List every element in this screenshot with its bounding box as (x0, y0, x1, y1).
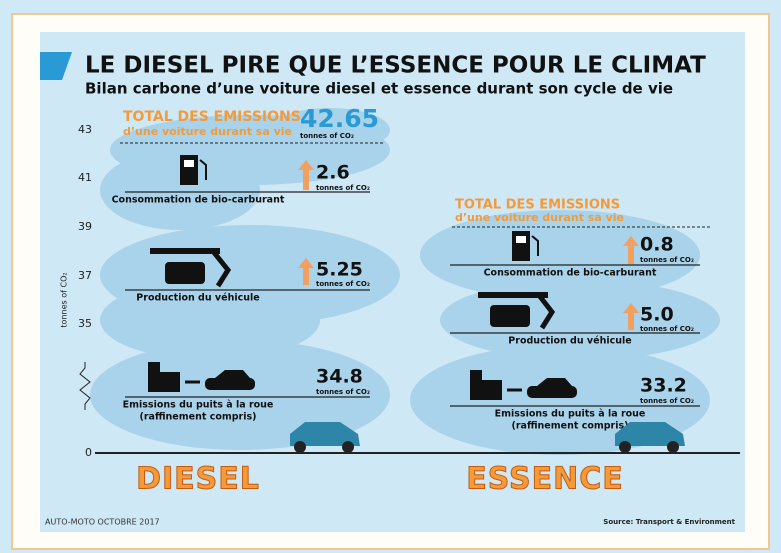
footer-credit: AUTO-MOTO OCTOBRE 2017 (45, 518, 160, 527)
value: 5.25 (316, 259, 363, 281)
value: 5.0 (640, 304, 674, 326)
item-label: Emissions du puits à la roue (123, 400, 274, 411)
column-name: ESSENCE (466, 462, 623, 497)
y-tick-label: 37 (78, 269, 92, 282)
item-label: Consommation de bio-carburant (484, 268, 657, 279)
infographic: LE DIESEL PIRE QUE L’ESSENCE POUR LE CLI… (0, 0, 781, 553)
total-sub: d’une voiture durant sa vie (123, 125, 292, 138)
item-label: Production du véhicule (136, 293, 259, 304)
y-tick-label: 35 (78, 317, 92, 330)
y-tick-label: 41 (78, 171, 92, 184)
total-sub: d’une voiture durant sa vie (455, 211, 624, 224)
title: LE DIESEL PIRE QUE L’ESSENCE POUR LE CLI… (85, 53, 706, 79)
item-label: (raffinement compris) (512, 421, 629, 432)
unit: tonnes of CO₂ (316, 184, 370, 192)
value: 2.6 (316, 162, 350, 184)
item-label: Emissions du puits à la roue (495, 409, 646, 420)
value: 34.8 (316, 366, 363, 388)
unit: tonnes of CO₂ (640, 397, 694, 405)
value: 0.8 (640, 234, 674, 256)
y-tick-label: 43 (78, 123, 92, 136)
y-tick-label: 39 (78, 220, 92, 233)
total-unit: tonnes of CO₂ (300, 132, 354, 140)
item-label: (raffinement compris) (140, 412, 257, 423)
total-label: TOTAL DES EMISSIONS (123, 109, 301, 125)
y-axis-title: tonnes of CO₂ (60, 272, 69, 327)
item-label: Consommation de bio-carburant (112, 195, 285, 206)
unit: tonnes of CO₂ (640, 325, 694, 333)
item-label: Production du véhicule (508, 336, 631, 347)
total-value: 42.65 (300, 104, 379, 133)
footer-source: Source: Transport & Environment (603, 518, 735, 526)
unit: tonnes of CO₂ (316, 280, 370, 288)
subtitle: Bilan carbone d’une voiture diesel et es… (85, 80, 673, 98)
unit: tonnes of CO₂ (316, 388, 370, 396)
value: 33.2 (640, 375, 687, 397)
y-tick-label: 0 (85, 446, 92, 459)
unit: tonnes of CO₂ (640, 256, 694, 264)
column-name: DIESEL (136, 462, 260, 497)
